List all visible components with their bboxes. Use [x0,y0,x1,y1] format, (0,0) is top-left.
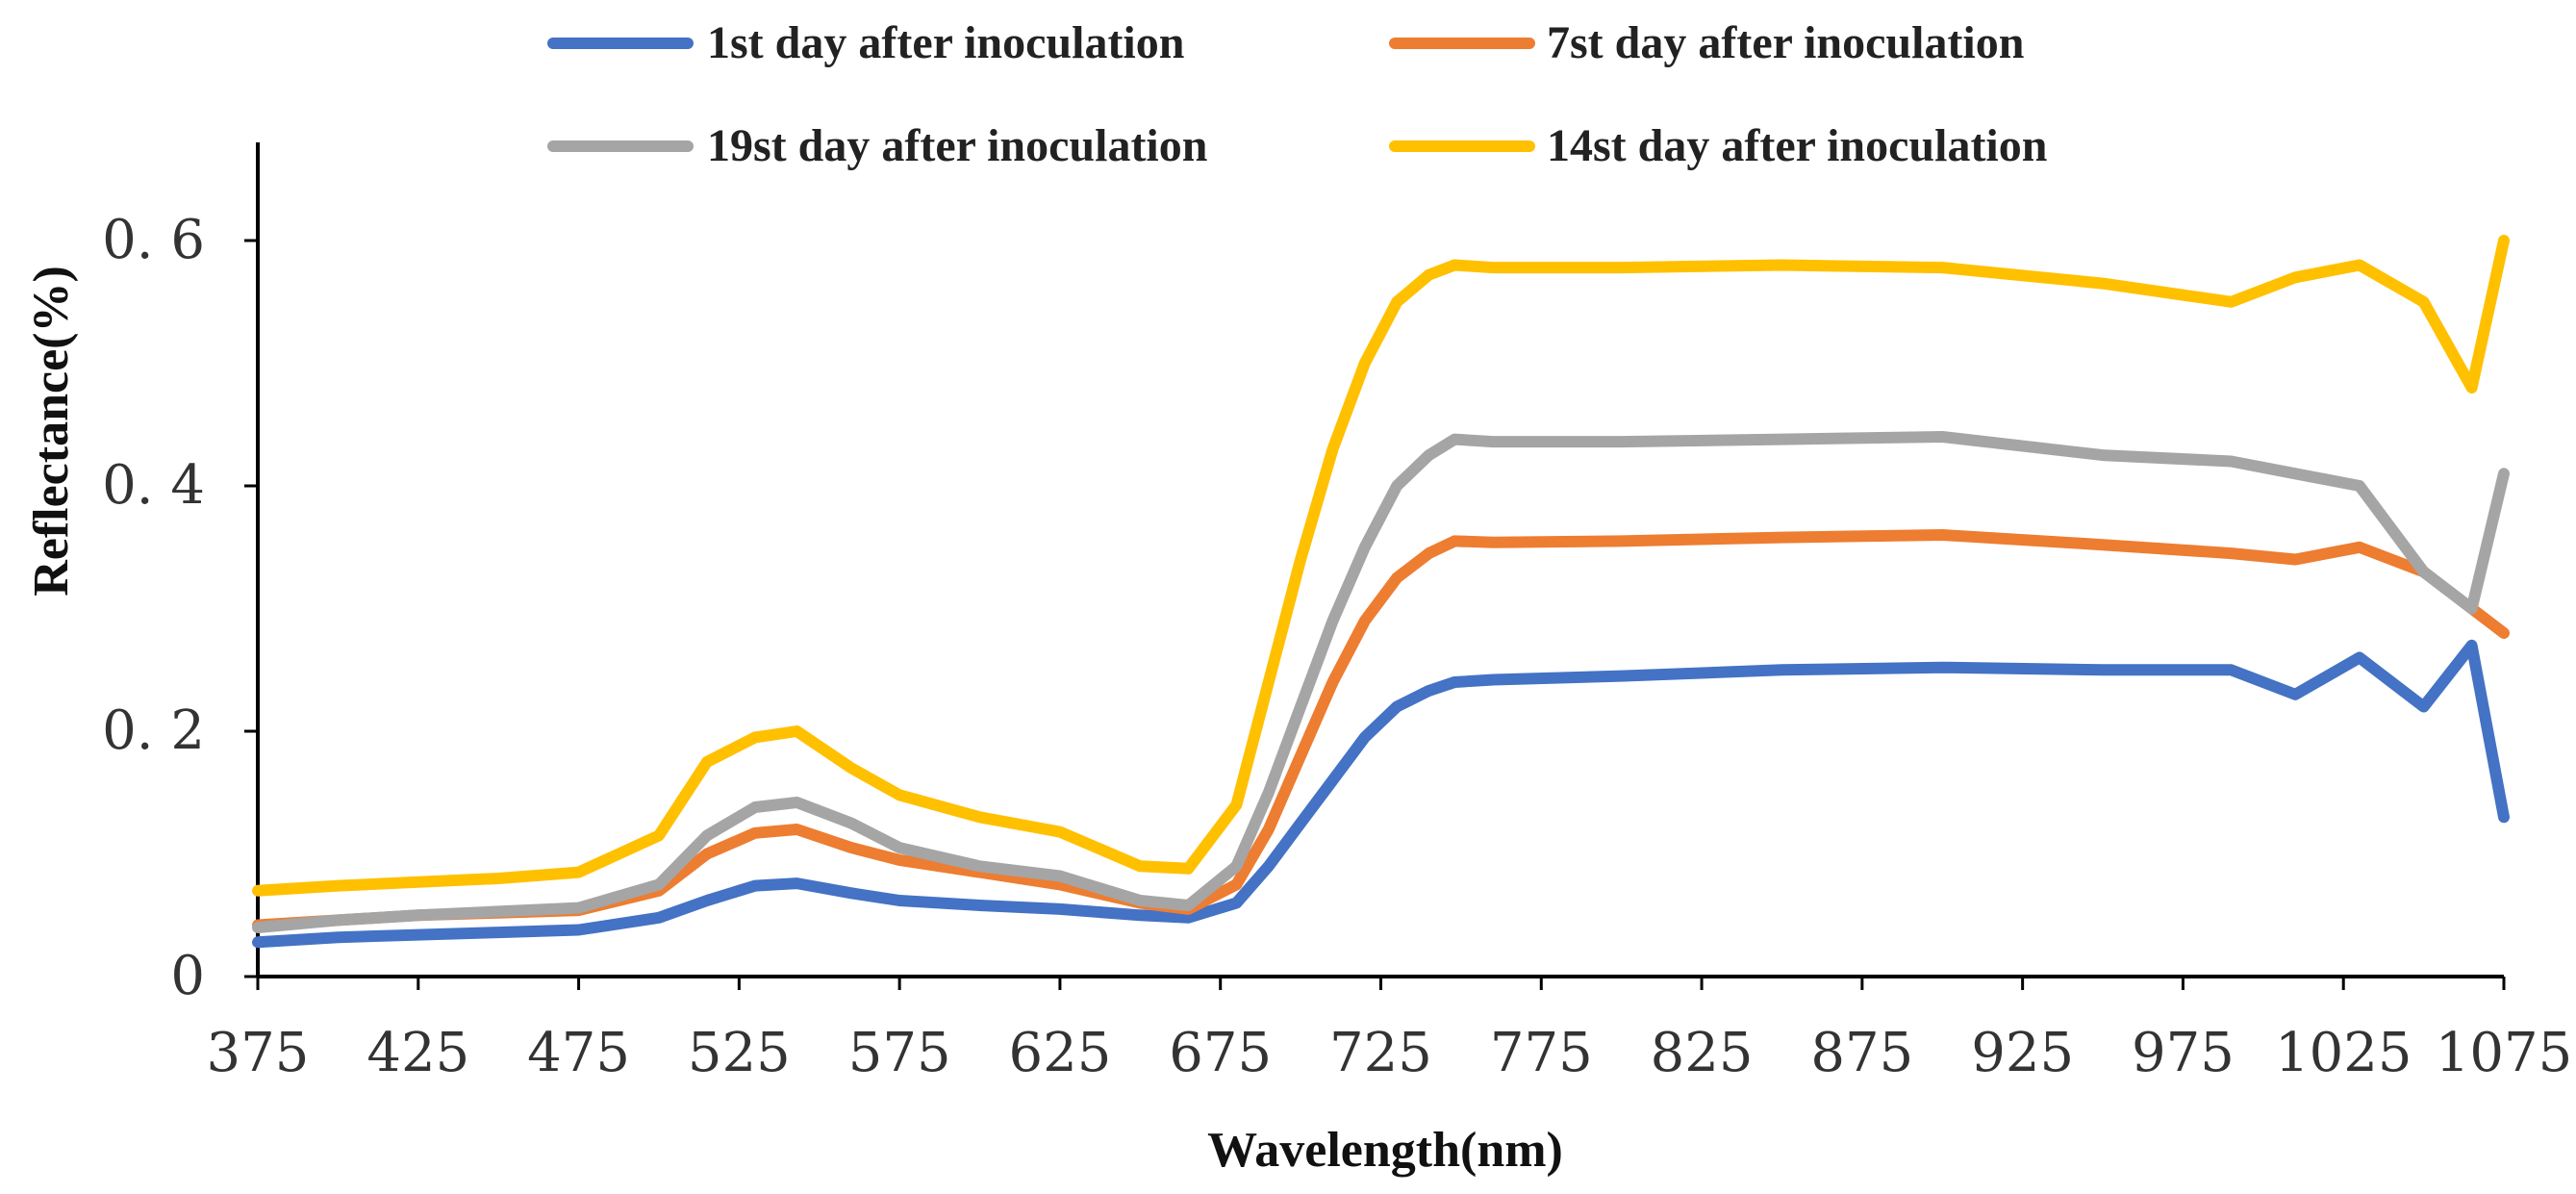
x-tick-label: 575 [848,1022,951,1084]
x-tick-label: 375 [207,1022,310,1084]
y-tick-label: 0. 6 [102,209,205,271]
legend-entry-19st-day: 19st day after inoculation [547,120,1207,171]
legend-label-14st-day: 14st day after inoculation [1547,120,2047,171]
x-axis-ticks: 375 425 475 525 575 625 675 725 775 825 875 925 975 1… [207,977,2573,1084]
x-tick-label: 925 [1971,1022,2074,1084]
x-tick-label: 775 [1490,1022,1593,1084]
series-line-4 [252,235,2510,897]
x-tick-label: 825 [1651,1022,1754,1084]
legend: 1st day after inoculation 7st day after … [547,17,2047,171]
legend-entry-1st-day: 1st day after inoculation [547,17,1184,68]
x-axis-title: Wavelength(nm) [1207,1123,1563,1178]
x-tick-label: 1025 [2275,1022,2412,1084]
series-line-3 [252,431,2510,933]
y-axis-title: Reflectance(%) [24,266,79,597]
legend-label-7st-day: 7st day after inoculation [1547,17,2024,68]
legend-entry-14st-day: 14st day after inoculation [1389,120,2047,171]
x-tick-label: 475 [527,1022,630,1084]
x-tick-label: 875 [1810,1022,1913,1084]
x-tick-label: 675 [1169,1022,1272,1084]
x-tick-label: 725 [1329,1022,1432,1084]
series-line-1 [252,639,2510,949]
x-tick-label: 975 [2132,1022,2235,1084]
x-tick-label: 525 [688,1022,791,1084]
y-tick-label: 0 [170,945,205,1007]
legend-label-19st-day: 19st day after inoculation [707,120,1207,171]
y-axis-ticks: 0 0. 2 0. 4 0. 6 [102,209,258,1007]
x-tick-label: 625 [1008,1022,1111,1084]
series-line-2 [252,529,2510,931]
legend-entry-7st-day: 7st day after inoculation [1389,17,2024,68]
y-tick-label: 0. 4 [102,454,205,517]
y-tick-label: 0. 2 [102,699,205,762]
legend-label-1st-day: 1st day after inoculation [707,17,1184,68]
series-lines [252,235,2510,949]
x-tick-label: 425 [366,1022,469,1084]
x-tick-label: 1075 [2436,1022,2573,1084]
